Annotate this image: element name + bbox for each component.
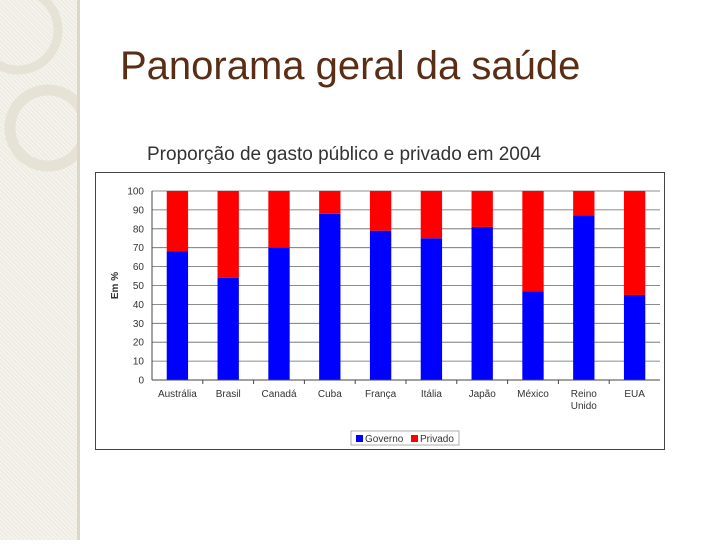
x-tick-label: Reino Unido — [571, 389, 598, 412]
bar-privado — [471, 191, 493, 227]
bar-privado — [623, 191, 646, 295]
y-tick-label: 100 — [127, 187, 144, 198]
stacked-bar-chart: 0 10 20 30 40 50 60 70 80 90 100 Em % Austrália Brasi… — [110, 187, 660, 446]
x-tick-label: França — [365, 389, 397, 400]
slide-title: Panorama geral da saúde — [120, 44, 581, 88]
legend-swatch-governo — [356, 435, 363, 442]
bar-governo — [573, 215, 595, 380]
bar-privado — [319, 191, 341, 214]
y-axis-label: Em % — [110, 272, 121, 299]
decorative-divider — [77, 0, 80, 540]
x-tick-label: EUA — [624, 389, 645, 400]
bar-privado — [573, 191, 595, 216]
chart-frame: 0 10 20 30 40 50 60 70 80 90 100 Em % Austrália Brasi… — [95, 172, 665, 450]
bar-privado — [268, 191, 290, 248]
x-tick-label: Cuba — [318, 389, 342, 400]
legend-label-privado: Privado — [420, 434, 454, 445]
legend-swatch-privado — [411, 435, 418, 442]
decorative-rings — [0, 0, 92, 172]
y-tick-label: 10 — [133, 357, 145, 368]
axis-layer: 0 10 20 30 40 50 60 70 80 90 100 Em % Austrália Brasi… — [110, 187, 660, 412]
x-tick-label: Canadá — [261, 389, 296, 400]
bar-governo — [166, 251, 189, 380]
x-tick-label: México — [517, 389, 549, 400]
bar-privado — [420, 191, 443, 239]
x-tick-label: Japão — [469, 389, 497, 400]
bar-governo — [471, 226, 493, 380]
bar-governo — [319, 213, 341, 380]
y-tick-label: 50 — [133, 281, 145, 292]
bar-governo — [522, 291, 544, 380]
bar-governo — [623, 294, 646, 380]
y-tick-label: 80 — [133, 224, 145, 235]
y-tick-label: 30 — [133, 319, 145, 330]
bar-governo — [369, 230, 392, 380]
x-tick-label: Austrália — [158, 389, 197, 400]
bar-governo — [420, 238, 443, 380]
bar-privado — [166, 191, 189, 252]
y-tick-label: 0 — [138, 376, 144, 387]
bar-privado — [369, 191, 392, 231]
x-tick-label: Brasil — [216, 389, 241, 400]
bar-governo — [217, 277, 239, 380]
legend-label-governo: Governo — [365, 434, 404, 445]
y-tick-label: 40 — [133, 300, 145, 311]
decorative-side-panel — [0, 0, 92, 540]
bar-privado — [522, 191, 544, 292]
bar-governo — [268, 247, 290, 380]
y-tick-label: 90 — [133, 205, 145, 216]
x-tick-label: Itália — [421, 389, 443, 400]
chart-title: Proporção de gasto público e privado em … — [147, 144, 541, 165]
legend: Governo Privado — [350, 430, 460, 446]
y-tick-label: 70 — [133, 243, 145, 254]
legend-box — [350, 430, 460, 446]
bars-layer — [166, 191, 646, 380]
y-tick-label: 20 — [133, 338, 145, 349]
bar-privado — [217, 191, 239, 278]
y-tick-label: 60 — [133, 262, 145, 273]
